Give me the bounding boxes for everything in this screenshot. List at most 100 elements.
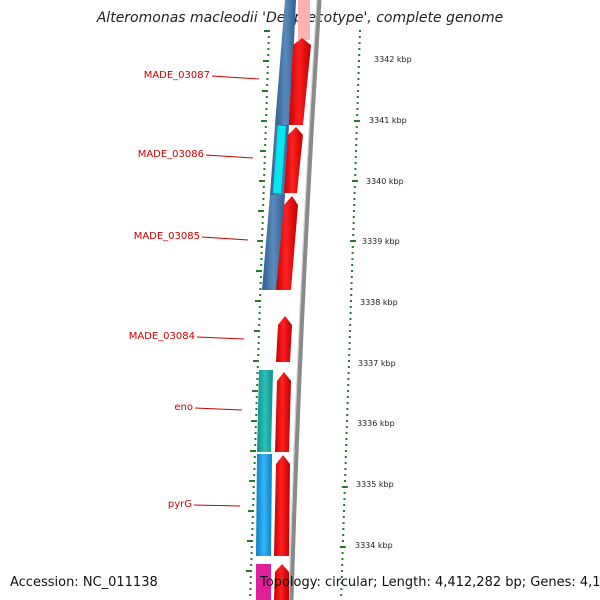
teal-feature[interactable] bbox=[257, 370, 273, 452]
tick-mark bbox=[247, 540, 253, 542]
cds-arrow-7[interactable] bbox=[274, 455, 290, 556]
tick-mark bbox=[254, 330, 260, 332]
tick-mark bbox=[351, 246, 354, 248]
tick-mark bbox=[264, 30, 270, 32]
tick-mark bbox=[263, 168, 266, 170]
tick-mark bbox=[351, 252, 354, 254]
left-tick-track bbox=[246, 30, 270, 596]
tick-mark bbox=[351, 270, 353, 272]
tick-mark bbox=[250, 552, 253, 554]
gene-label-group: MADE_03087 MADE_03086 MADE_03085 MADE_03… bbox=[129, 70, 260, 510]
tick-mark bbox=[254, 438, 257, 440]
tick-mark bbox=[345, 426, 348, 428]
tick-mark bbox=[357, 84, 360, 86]
tick-mark bbox=[250, 564, 253, 566]
tick-mark bbox=[256, 384, 259, 386]
tick-mark bbox=[250, 546, 253, 548]
tick-mark bbox=[343, 504, 346, 506]
tick-mark bbox=[344, 456, 347, 458]
tick-mark bbox=[344, 474, 347, 476]
cds-arrow-8[interactable] bbox=[274, 564, 289, 600]
tick-mark bbox=[253, 474, 256, 476]
tick-mark bbox=[350, 288, 353, 290]
tick-mark bbox=[260, 150, 266, 152]
cds-arrow-6[interactable] bbox=[275, 372, 291, 452]
tick-mark bbox=[255, 402, 258, 404]
gene-label[interactable]: MADE_03086 bbox=[138, 149, 204, 160]
tick-mark bbox=[255, 408, 258, 410]
tick-mark bbox=[262, 192, 265, 194]
tick-mark bbox=[347, 384, 350, 386]
gene-label[interactable]: eno bbox=[174, 402, 193, 413]
tick-mark bbox=[252, 390, 258, 392]
sky-feature[interactable] bbox=[256, 454, 272, 556]
tick-mark bbox=[265, 96, 268, 98]
tick-mark bbox=[343, 492, 346, 494]
tick-mark bbox=[349, 330, 351, 332]
cds-arrow-5[interactable] bbox=[276, 316, 292, 362]
tick-mark bbox=[258, 210, 264, 212]
tick-mark bbox=[254, 432, 257, 434]
tick-mark bbox=[257, 240, 263, 242]
tick-mark bbox=[259, 294, 262, 296]
tick-mark bbox=[257, 348, 260, 350]
magenta-feature[interactable] bbox=[256, 564, 271, 600]
tick-mark bbox=[341, 570, 343, 572]
tick-mark bbox=[255, 396, 258, 398]
tick-mark bbox=[251, 528, 254, 530]
gene-label[interactable]: MADE_03085 bbox=[134, 231, 200, 242]
ruler-label: 3337 kbp bbox=[358, 359, 396, 368]
gene-label[interactable]: MADE_03084 bbox=[129, 331, 195, 342]
tick-mark bbox=[349, 318, 352, 320]
tick-mark bbox=[347, 372, 350, 374]
tick-mark bbox=[352, 222, 355, 224]
tick-mark bbox=[355, 138, 358, 140]
tick-mark bbox=[351, 258, 354, 260]
tick-mark bbox=[356, 114, 359, 116]
tick-mark bbox=[341, 552, 344, 554]
tick-mark bbox=[340, 588, 343, 590]
tick-mark bbox=[260, 264, 263, 266]
tick-mark bbox=[256, 378, 259, 380]
tick-mark bbox=[267, 54, 270, 56]
tick-mark bbox=[345, 450, 347, 452]
tick-mark bbox=[263, 156, 266, 158]
tick-mark bbox=[353, 186, 356, 188]
tick-mark bbox=[256, 270, 262, 272]
cds-arrow-3[interactable] bbox=[284, 127, 303, 193]
tick-mark bbox=[256, 366, 259, 368]
tick-mark bbox=[264, 144, 267, 146]
tick-mark bbox=[357, 72, 360, 74]
tick-mark bbox=[253, 462, 256, 464]
tick-mark bbox=[358, 42, 361, 44]
tick-mark bbox=[252, 492, 255, 494]
tick-mark bbox=[257, 336, 260, 338]
tick-mark bbox=[355, 126, 358, 128]
tick-mark bbox=[350, 240, 356, 242]
cds-arrow-1[interactable] bbox=[298, 0, 310, 40]
cyan-feature[interactable] bbox=[273, 126, 286, 193]
ruler-label: 3341 kbp bbox=[369, 116, 407, 125]
gene-label[interactable]: pyrG bbox=[168, 499, 192, 510]
tick-mark bbox=[341, 558, 344, 560]
cds-arrow-2[interactable] bbox=[289, 38, 311, 125]
gene-label[interactable]: MADE_03087 bbox=[144, 70, 210, 81]
tick-mark bbox=[249, 480, 255, 482]
tick-mark bbox=[357, 66, 360, 68]
tick-mark bbox=[251, 534, 254, 536]
tick-mark bbox=[261, 234, 264, 236]
tick-mark bbox=[248, 510, 254, 512]
tick-mark bbox=[263, 60, 269, 62]
tick-mark bbox=[259, 282, 262, 284]
tick-mark bbox=[249, 588, 252, 590]
tick-mark bbox=[347, 390, 349, 392]
tick-mark bbox=[340, 576, 343, 578]
tick-mark bbox=[342, 528, 345, 530]
tick-mark bbox=[263, 174, 266, 176]
cds-arrow-4[interactable] bbox=[276, 196, 298, 290]
tick-mark bbox=[355, 144, 358, 146]
tick-mark bbox=[264, 138, 267, 140]
tick-mark bbox=[345, 444, 348, 446]
leader-line bbox=[201, 236, 249, 241]
tick-mark bbox=[358, 54, 361, 56]
